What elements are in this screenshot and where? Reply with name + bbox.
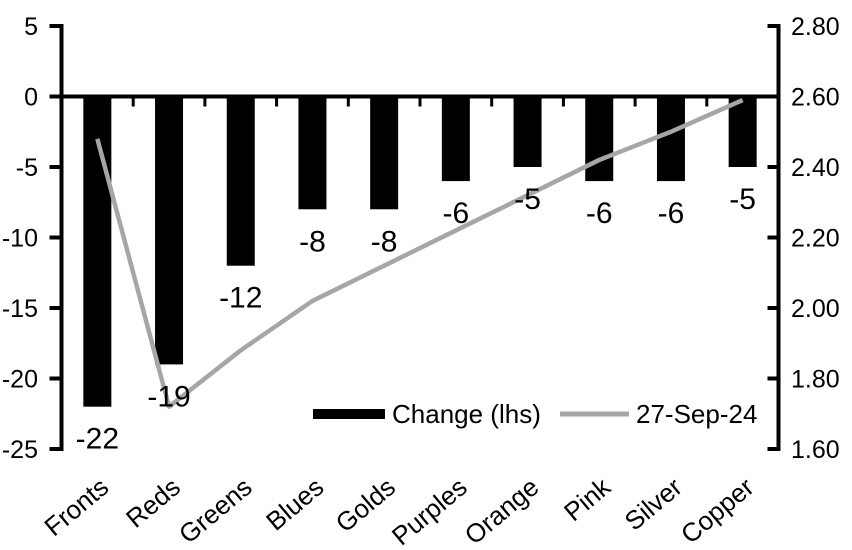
- right-axis-tick-label: 2.00: [791, 295, 840, 323]
- right-axis-tick: [767, 235, 779, 240]
- left-axis-tick-label: -15: [2, 295, 38, 323]
- legend-line-label: 27-Sep-24: [636, 399, 757, 429]
- bar-greens: [226, 96, 255, 266]
- bar-data-labels: -22 -19 -12 -8 -8 -6 -5 -6 -6 -5: [76, 183, 756, 456]
- bar-value-label: -8: [299, 225, 326, 258]
- x-axis-tick: [490, 98, 494, 107]
- category-label-greens: Greens: [173, 472, 258, 550]
- bar-golds: [370, 96, 399, 210]
- bar-value-label: -8: [371, 225, 398, 258]
- category-label-purples: Purples: [386, 472, 473, 550]
- legend-line-swatch-icon: [560, 411, 629, 417]
- left-axis-tick-label: -5: [16, 154, 38, 182]
- left-axis-tick: [49, 24, 62, 28]
- right-axis-tick-label: 1.60: [791, 436, 840, 464]
- bar-value-label: -6: [586, 197, 613, 230]
- axes: 5 0 -5 -10 -15 -20 -25 2.80 2.60 2.40 2.20 2.00 1.80…: [2, 13, 840, 550]
- right-axis-tick: [767, 94, 779, 99]
- right-axis-tick-label: 2.80: [791, 13, 840, 41]
- legend: Change (lhs) 27-Sep-24: [313, 399, 757, 429]
- bar-reds: [155, 96, 184, 365]
- bar-purples: [441, 96, 470, 182]
- left-axis-tick-label: 0: [24, 84, 38, 112]
- right-axis-tick-label: 2.20: [791, 225, 840, 253]
- x-axis-tick: [275, 98, 279, 107]
- legend-bar-swatch-icon: [313, 409, 385, 419]
- bar-value-label: -5: [514, 183, 541, 216]
- right-axis-tick: [767, 376, 779, 381]
- x-axis-tick: [561, 98, 565, 107]
- bar-orange: [513, 96, 542, 167]
- left-axis-tick: [49, 447, 62, 451]
- left-axis-tick: [49, 165, 62, 169]
- left-axis-tick: [49, 94, 62, 99]
- left-axis-tick-label: -10: [2, 225, 38, 253]
- bar-value-label: -12: [219, 282, 262, 315]
- category-label-fronts: Fronts: [38, 472, 114, 542]
- bar-copper: [728, 96, 757, 167]
- left-axis-tick-label: -20: [2, 366, 38, 394]
- x-axis-tick: [131, 98, 135, 107]
- category-label-pink: Pink: [558, 471, 617, 527]
- category-label-blues: Blues: [260, 472, 329, 537]
- bar-pink: [585, 96, 614, 182]
- line-series-path: [95, 97, 744, 409]
- bar-silver: [656, 96, 685, 182]
- bar-fronts: [83, 96, 112, 407]
- right-axis-tick: [767, 447, 779, 451]
- x-axis-tick: [705, 98, 709, 107]
- left-axis-tick: [49, 235, 62, 240]
- right-axis-tick-label: 2.60: [791, 84, 840, 112]
- right-axis-tick-label: 1.80: [791, 366, 840, 394]
- bar-value-label: -22: [76, 423, 119, 456]
- right-axis-tick: [767, 306, 779, 310]
- x-axis-tick: [633, 98, 637, 107]
- left-axis-tick: [49, 376, 62, 381]
- bar-value-label: -6: [658, 197, 685, 230]
- bar-value-label: -5: [729, 183, 756, 216]
- x-axis-tick: [203, 98, 207, 107]
- left-axis-tick-label: -25: [2, 436, 38, 464]
- x-axis-tick: [346, 98, 350, 107]
- left-axis-tick: [49, 306, 62, 310]
- right-axis-tick-label: 2.40: [791, 154, 840, 182]
- x-axis-tick: [418, 98, 422, 107]
- bar-value-label: -6: [443, 197, 470, 230]
- bar-series: [83, 96, 757, 407]
- right-axis-tick: [767, 24, 779, 28]
- right-axis-tick: [767, 165, 779, 169]
- legend-bar-label: Change (lhs): [392, 399, 541, 429]
- line-series: [95, 97, 744, 409]
- bar-blues: [298, 96, 327, 210]
- x-axis-zero-line: [61, 94, 779, 99]
- left-axis-tick-label: 5: [24, 13, 38, 41]
- bar-value-label: -19: [147, 380, 190, 413]
- category-label-orange: Orange: [459, 472, 545, 550]
- category-label-copper: Copper: [675, 471, 760, 549]
